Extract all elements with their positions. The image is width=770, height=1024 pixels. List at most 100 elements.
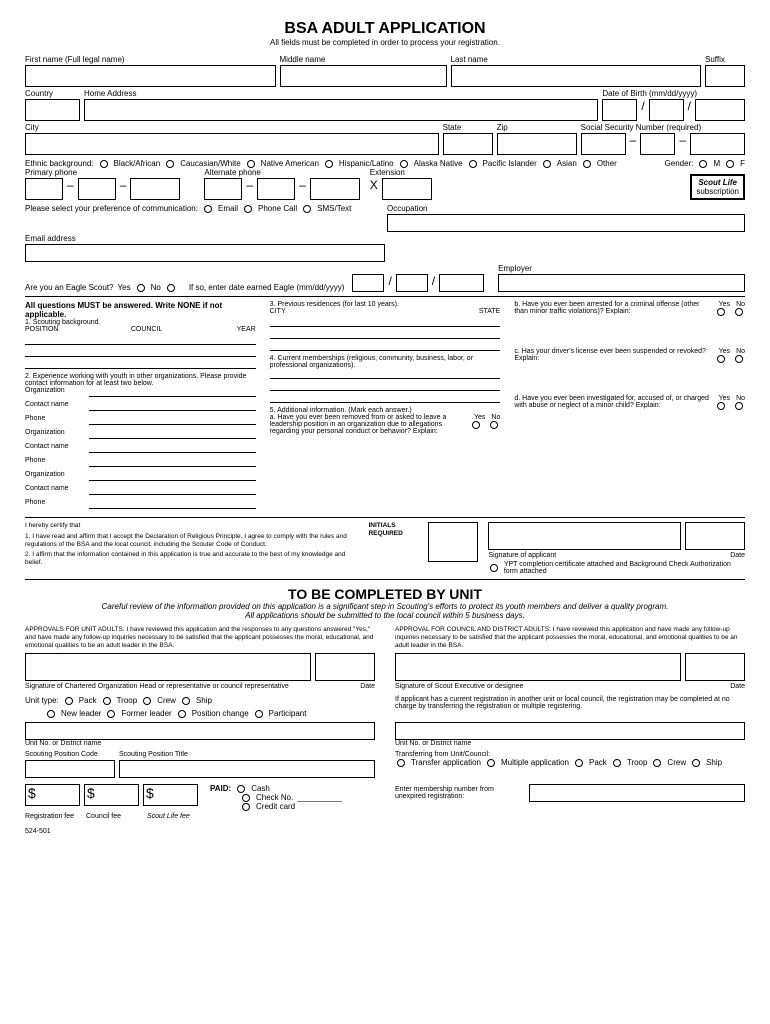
ethnic-radio[interactable] <box>166 160 174 168</box>
contact-line[interactable] <box>89 443 256 453</box>
pphone-2[interactable] <box>78 178 116 200</box>
comm-radio[interactable] <box>244 205 252 213</box>
dob-yyyy[interactable] <box>695 99 745 121</box>
qb-yes[interactable] <box>717 308 725 316</box>
spt-input[interactable] <box>119 760 375 778</box>
paid-check[interactable] <box>242 794 250 802</box>
q5a-no[interactable] <box>490 421 498 429</box>
trans-radio[interactable] <box>487 759 495 767</box>
eagle-yy[interactable] <box>439 274 484 292</box>
contact-line[interactable] <box>89 401 256 411</box>
leader-radio[interactable] <box>255 710 263 718</box>
zip-input[interactable] <box>497 133 577 155</box>
ethnic-radio[interactable] <box>100 160 108 168</box>
qb-no[interactable] <box>735 308 743 316</box>
spc-input[interactable] <box>25 760 115 778</box>
qd-yes[interactable] <box>717 402 725 410</box>
q4-line[interactable] <box>270 369 501 379</box>
middle-name-input[interactable] <box>280 65 447 87</box>
ethnic-radio[interactable] <box>469 160 477 168</box>
sig-exec[interactable] <box>395 653 681 681</box>
cfee-box[interactable]: $ <box>84 784 139 806</box>
unitno-r[interactable] <box>395 722 745 740</box>
ypt-radio[interactable] <box>490 564 497 572</box>
unitno-l[interactable] <box>25 722 375 740</box>
utype-radio[interactable] <box>103 697 111 705</box>
phone-line[interactable] <box>89 499 256 509</box>
email-input[interactable] <box>25 244 385 262</box>
q3-line[interactable] <box>270 341 501 351</box>
qc-no[interactable] <box>735 355 743 363</box>
phone-line[interactable] <box>89 457 256 467</box>
dob-mm[interactable] <box>602 99 637 121</box>
qd-no[interactable] <box>735 402 743 410</box>
leader-radio[interactable] <box>107 710 115 718</box>
pphone-1[interactable] <box>25 178 63 200</box>
country-input[interactable] <box>25 99 80 121</box>
q1-line[interactable] <box>25 359 256 369</box>
ethnic-radio[interactable] <box>247 160 255 168</box>
sig-date[interactable] <box>685 522 745 550</box>
slfee-box[interactable]: $ <box>143 784 198 806</box>
trans-radio[interactable] <box>575 759 583 767</box>
ssn-3[interactable] <box>690 133 745 155</box>
sig-applicant[interactable] <box>488 522 681 550</box>
sig-charter-date[interactable] <box>315 653 375 681</box>
ethnic-radio[interactable] <box>583 160 591 168</box>
eagle-dd[interactable] <box>396 274 428 292</box>
utype-radio[interactable] <box>143 697 151 705</box>
eagle-yes[interactable] <box>137 284 145 292</box>
paid-cc[interactable] <box>242 803 250 811</box>
q5a-yes[interactable] <box>472 421 480 429</box>
dob-dd[interactable] <box>649 99 684 121</box>
sig-charter[interactable] <box>25 653 311 681</box>
eagle-no[interactable] <box>167 284 175 292</box>
trans-radio[interactable] <box>653 759 661 767</box>
org-line[interactable] <box>89 429 256 439</box>
q4-line[interactable] <box>270 393 501 403</box>
trans-radio[interactable] <box>397 759 405 767</box>
aphone-2[interactable] <box>257 178 295 200</box>
home-input[interactable] <box>84 99 598 121</box>
q4-line[interactable] <box>270 381 501 391</box>
state-input[interactable] <box>443 133 493 155</box>
city-input[interactable] <box>25 133 439 155</box>
paid-cash[interactable] <box>237 785 245 793</box>
aphone-1[interactable] <box>204 178 242 200</box>
member-input[interactable] <box>529 784 745 802</box>
contact-line[interactable] <box>89 485 256 495</box>
utype-radio[interactable] <box>65 697 73 705</box>
gender-m[interactable] <box>699 160 707 168</box>
comm-radio[interactable] <box>303 205 311 213</box>
q3-line[interactable] <box>270 317 501 327</box>
sig-exec-date[interactable] <box>685 653 745 681</box>
org-line[interactable] <box>89 471 256 481</box>
trans-radio[interactable] <box>613 759 621 767</box>
scout-life-box[interactable]: Scout Lifesubscription <box>690 174 745 200</box>
ethnic-radio[interactable] <box>325 160 333 168</box>
gender-f[interactable] <box>726 160 734 168</box>
ssn-1[interactable] <box>581 133 626 155</box>
occ-input[interactable] <box>387 214 745 232</box>
trans-radio[interactable] <box>692 759 700 767</box>
first-name-input[interactable] <box>25 65 276 87</box>
leader-radio[interactable] <box>47 710 55 718</box>
comm-radio[interactable] <box>204 205 212 213</box>
last-name-input[interactable] <box>451 65 702 87</box>
org-line[interactable] <box>89 387 256 397</box>
phone-line[interactable] <box>89 415 256 425</box>
aphone-3[interactable] <box>310 178 360 200</box>
ssn-2[interactable] <box>640 133 675 155</box>
emp-input[interactable] <box>498 274 745 292</box>
q1-line[interactable] <box>25 335 256 345</box>
suffix-input[interactable] <box>705 65 745 87</box>
ethnic-radio[interactable] <box>400 160 408 168</box>
ext-input[interactable] <box>382 178 432 200</box>
initials-box[interactable] <box>428 522 478 562</box>
q3-line[interactable] <box>270 329 501 339</box>
utype-radio[interactable] <box>182 697 190 705</box>
q1-line[interactable] <box>25 347 256 357</box>
eagle-mm[interactable] <box>352 274 384 292</box>
pphone-3[interactable] <box>130 178 180 200</box>
regfee-box[interactable]: $ <box>25 784 80 806</box>
